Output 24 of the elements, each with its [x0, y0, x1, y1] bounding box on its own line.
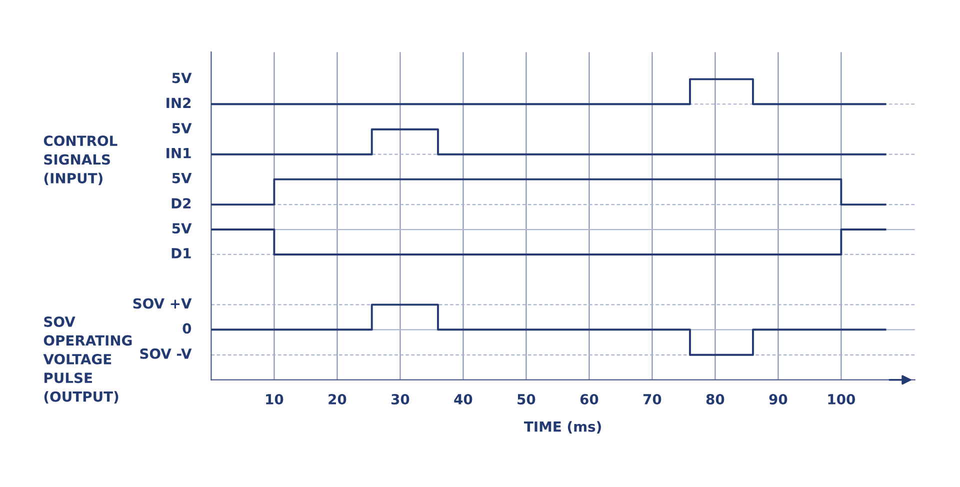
text: 5V: [172, 173, 192, 184]
x-tick-label: 40: [454, 394, 472, 404]
ref-line-label: D2: [172, 198, 191, 208]
ref-line-label: 0: [182, 323, 192, 334]
text: SOV OPERATING VOLTAGE PULSE (OUTPUT): [43, 316, 132, 404]
x-tick-label: 80: [706, 394, 724, 404]
x-tick-label: 60: [580, 394, 598, 404]
ref-line-label: IN2: [166, 98, 191, 108]
ref-line-label: SOV +V: [133, 298, 192, 309]
x-tick-label: 20: [328, 394, 346, 404]
x-tick-label: 100: [828, 394, 856, 404]
x-tick-label: 70: [643, 394, 662, 404]
x-tick-label: 50: [518, 394, 536, 404]
x-tick-label: 10: [266, 394, 284, 404]
x-axis-title: TIME (ms): [524, 421, 601, 434]
x-tick-label: 30: [391, 394, 410, 404]
ref-line-label: SOV -V: [140, 348, 192, 359]
text: 5V: [172, 123, 192, 134]
ref-line-label: D1: [172, 248, 191, 258]
ref-line-label: 5V: [172, 223, 192, 234]
text: CONTROL SIGNALS (INPUT): [44, 136, 118, 186]
ref-line-label: IN1: [166, 148, 191, 158]
x-tick-label: 90: [769, 394, 788, 404]
text: 5V: [172, 72, 192, 84]
